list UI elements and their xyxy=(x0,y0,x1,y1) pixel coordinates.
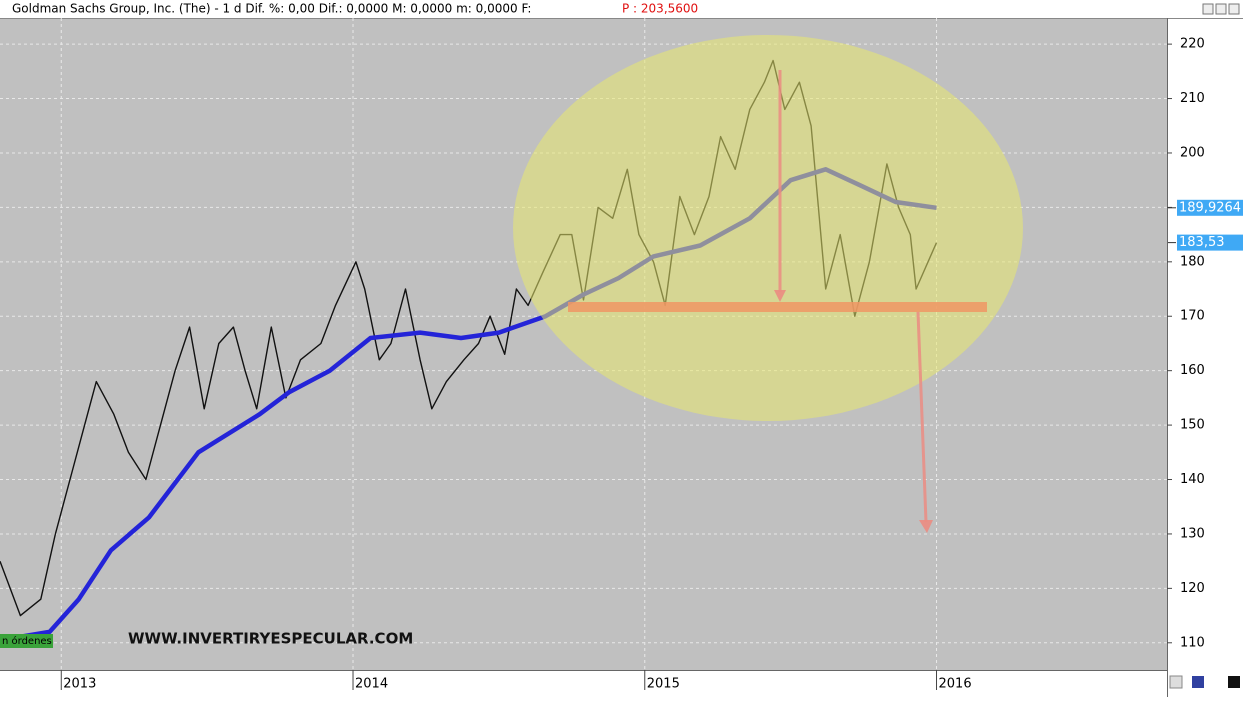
value-label: 183,53 xyxy=(1179,235,1225,250)
toolbar[interactable] xyxy=(1169,675,1240,689)
highlight-ellipse xyxy=(513,35,1023,421)
x-tick-label: 2015 xyxy=(647,677,680,692)
watermark: WWW.INVERTIRYESPECULAR.COM xyxy=(128,630,413,648)
value-label-bg xyxy=(1177,199,1243,216)
y-tick-label: 110 xyxy=(1180,635,1205,650)
badge: n órdenes xyxy=(2,635,52,647)
y-tick-label: 130 xyxy=(1180,526,1205,541)
tool-button[interactable] xyxy=(1169,675,1183,689)
y-tick-label: 160 xyxy=(1180,363,1205,378)
neckline xyxy=(568,302,987,312)
close[interactable] xyxy=(1228,3,1240,15)
tool-button[interactable] xyxy=(1228,676,1240,688)
arrow-head xyxy=(774,290,786,302)
x-tick-label: 2013 xyxy=(63,677,96,692)
arrow-head xyxy=(919,520,933,533)
y-tick-label: 210 xyxy=(1180,91,1205,106)
value-label-bg xyxy=(1177,234,1243,251)
badge-bg xyxy=(0,634,53,648)
window-buttons[interactable] xyxy=(1202,3,1240,15)
x-tick-label: 2016 xyxy=(939,677,972,692)
header-price: P : 203,5600 xyxy=(622,2,698,16)
y-tick-label: 150 xyxy=(1180,418,1205,433)
arrow xyxy=(916,311,928,523)
restore[interactable] xyxy=(1215,3,1227,15)
minimize[interactable] xyxy=(1202,3,1214,15)
value-label: 189,9264 xyxy=(1179,200,1241,215)
x-tick-label: 2014 xyxy=(355,677,388,692)
save-button[interactable] xyxy=(1192,676,1204,688)
header-text: Goldman Sachs Group, Inc. (The) - 1 d Di… xyxy=(12,2,531,16)
y-tick-label: 120 xyxy=(1180,581,1205,596)
y-tick-label: 170 xyxy=(1180,309,1205,324)
y-tick-label: 180 xyxy=(1180,254,1205,269)
annotations: WWW.INVERTIRYESPECULAR.COM n órdenes xyxy=(0,35,1023,648)
y-tick-label: 140 xyxy=(1180,472,1205,487)
y-tick-label: 200 xyxy=(1180,145,1205,160)
y-tick-label: 220 xyxy=(1180,37,1205,52)
